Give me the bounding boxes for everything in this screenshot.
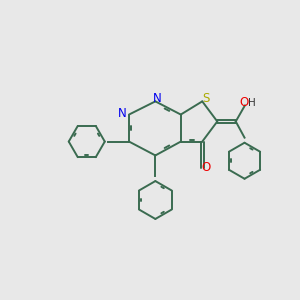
Text: N: N — [153, 92, 162, 105]
Text: N: N — [118, 107, 127, 120]
Text: H: H — [248, 98, 255, 108]
Text: O: O — [239, 97, 249, 110]
Text: S: S — [202, 92, 209, 105]
Text: O: O — [202, 161, 211, 174]
